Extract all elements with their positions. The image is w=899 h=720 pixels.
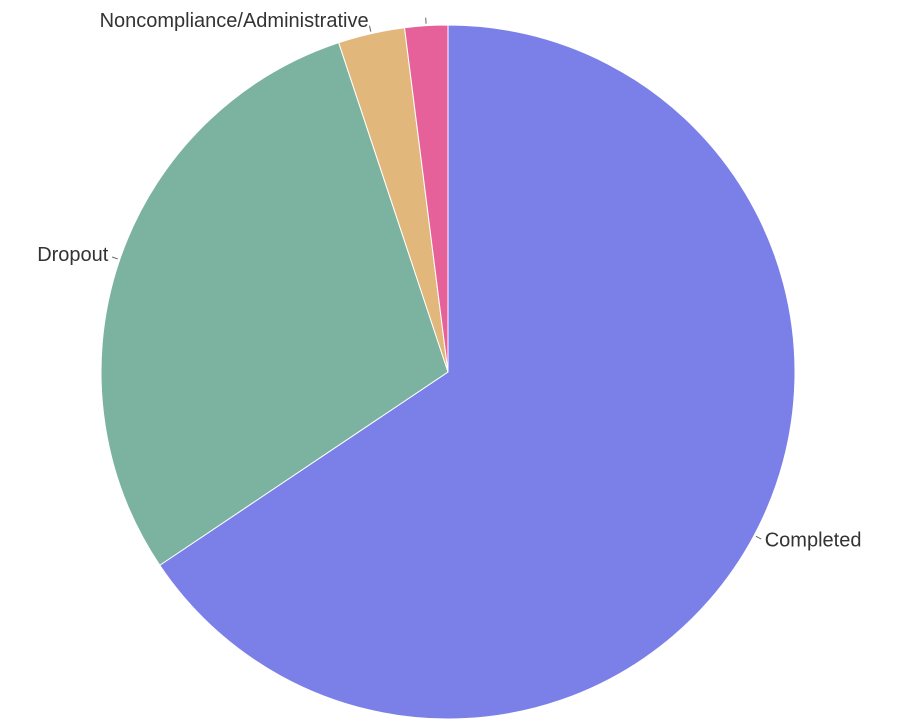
leader-line	[368, 25, 372, 32]
leader-line	[755, 535, 762, 540]
leader-line	[111, 256, 118, 260]
pie-slice	[159, 24, 796, 720]
pie-slice	[403, 24, 449, 373]
slice-label: Dropout	[37, 244, 109, 266]
pie-slice	[100, 42, 449, 566]
slice-label: Noncompliance/Administrative	[100, 10, 369, 32]
slice-label: Completed	[765, 529, 862, 551]
